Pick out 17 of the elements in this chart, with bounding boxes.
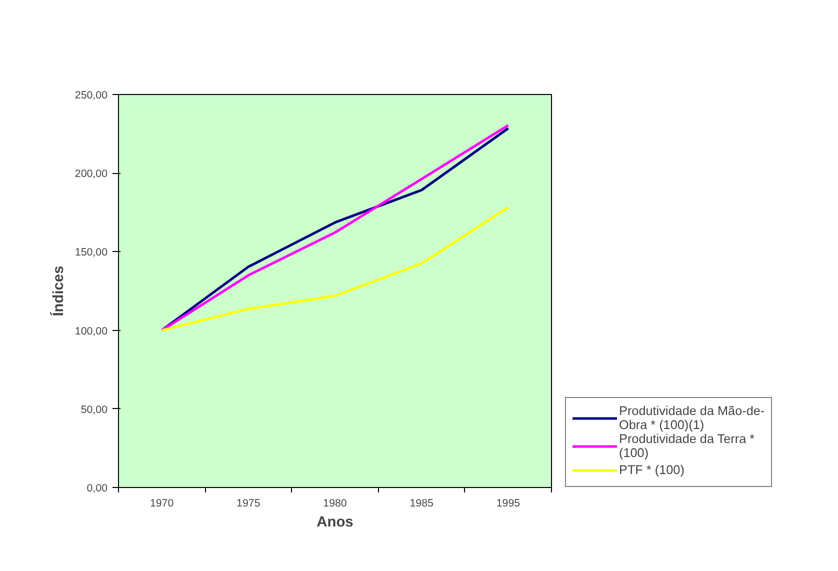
y-tick-label: 200,00 bbox=[74, 168, 108, 180]
y-tick-label: 0,00 bbox=[86, 482, 108, 494]
x-tick-label: 1985 bbox=[410, 498, 434, 510]
y-tick-label: 150,00 bbox=[74, 246, 108, 259]
legend-label: Produtividade da Terra * (100) bbox=[619, 432, 755, 460]
x-tick-label: 1980 bbox=[323, 498, 347, 510]
x-tick-label: 1995 bbox=[496, 498, 520, 510]
y-tick-label: 100,00 bbox=[74, 325, 108, 338]
y-tick-label: 50,00 bbox=[80, 404, 108, 416]
x-tick-label: 1970 bbox=[150, 498, 174, 510]
y-axis-title: Índices bbox=[50, 266, 67, 316]
x-tick-label: 1975 bbox=[236, 498, 260, 510]
line-series bbox=[160, 206, 510, 332]
legend-label: Produtividade da Mão-de-Obra * (100)(1) bbox=[619, 404, 765, 432]
legend-label: PTF * (100) bbox=[619, 463, 684, 477]
y-tick-label: 250,00 bbox=[74, 90, 108, 102]
x-axis-title: Anos bbox=[316, 514, 354, 530]
